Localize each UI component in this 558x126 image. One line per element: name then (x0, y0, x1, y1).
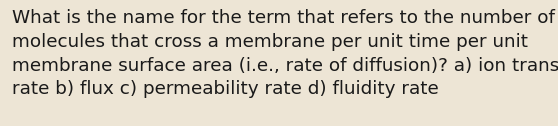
Text: What is the name for the term that refers to the number of
molecules that cross : What is the name for the term that refer… (12, 9, 558, 98)
